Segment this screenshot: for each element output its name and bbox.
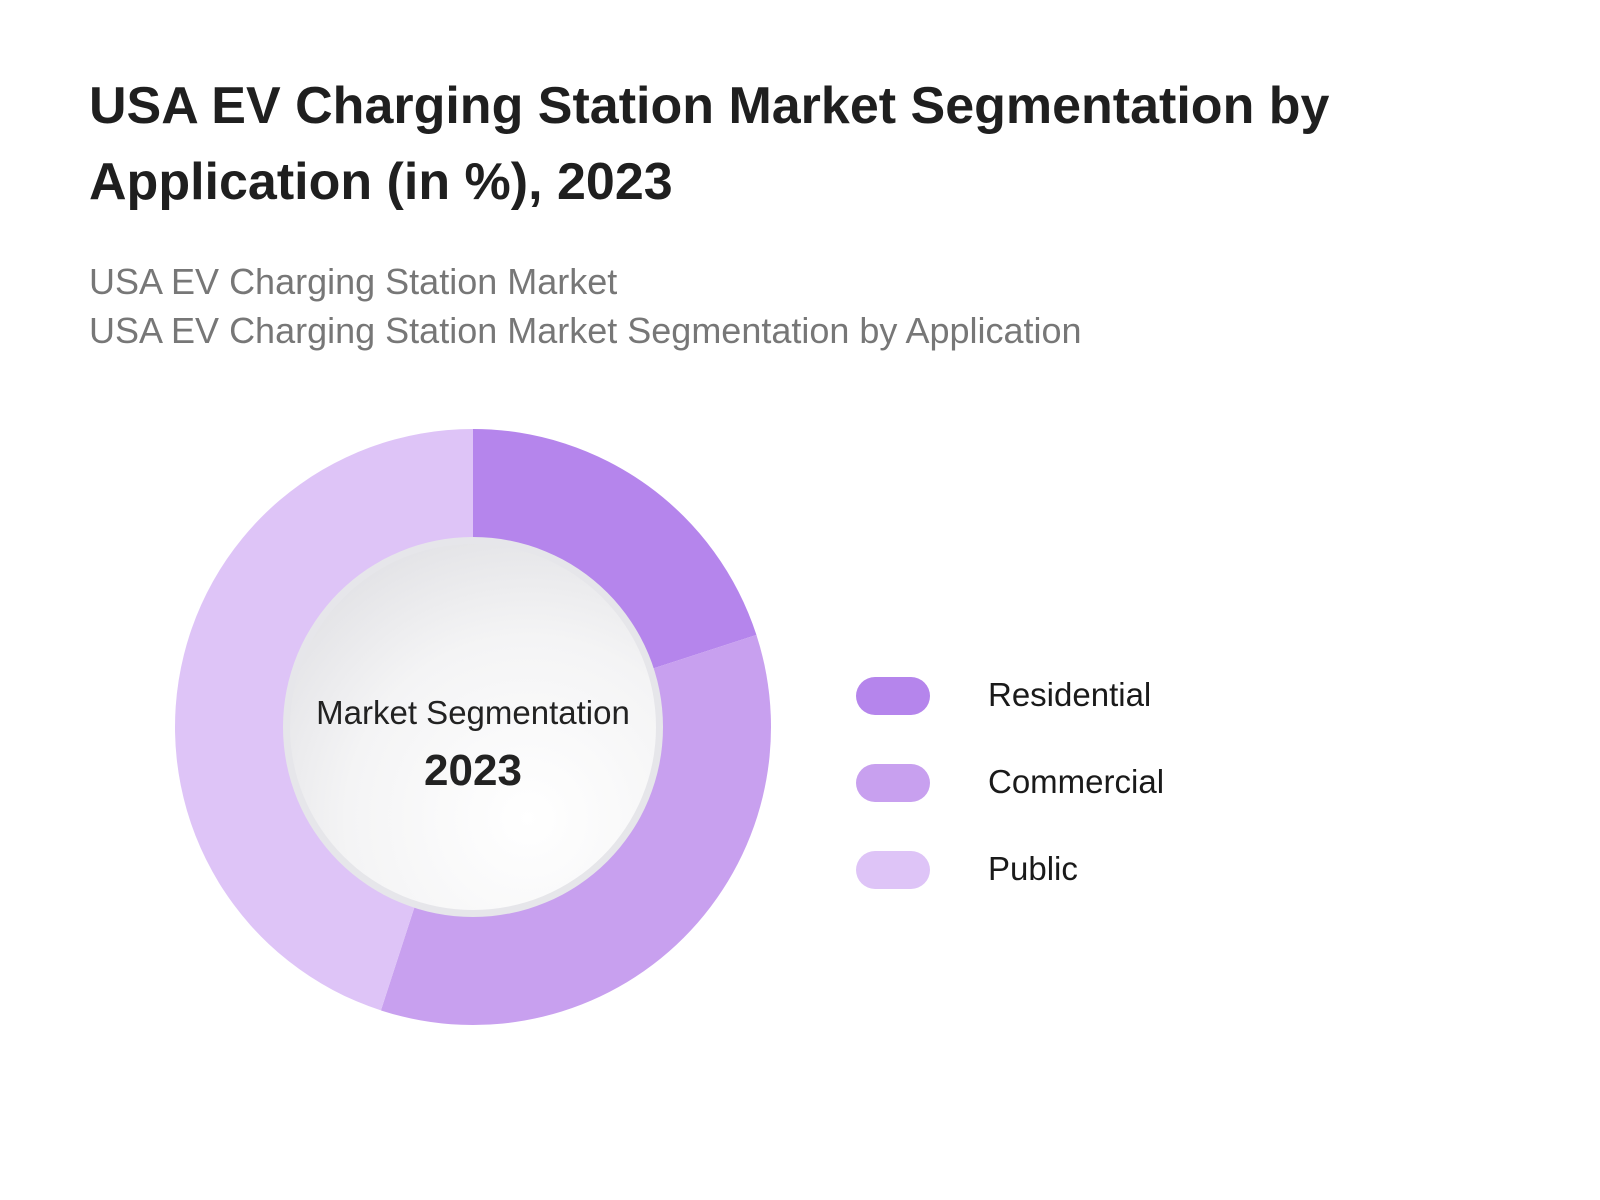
- legend-swatch-commercial: [856, 764, 930, 802]
- chart-title: USA EV Charging Station Market Segmentat…: [89, 77, 1330, 211]
- chart-subtitle-segmentation: USA EV Charging Station Market Segmentat…: [89, 310, 1082, 351]
- legend-swatch-residential: [856, 677, 930, 715]
- legend-label-commercial: Commercial: [988, 763, 1165, 800]
- legend-label-public: Public: [988, 850, 1078, 887]
- chart-subtitle-market: USA EV Charging Station Market: [89, 261, 618, 302]
- legend-label-residential: Residential: [988, 676, 1152, 713]
- legend-swatch-public: [856, 851, 930, 889]
- center-label-title: Market Segmentation: [316, 694, 630, 731]
- center-label-year: 2023: [424, 746, 522, 795]
- center-disc: [290, 544, 656, 910]
